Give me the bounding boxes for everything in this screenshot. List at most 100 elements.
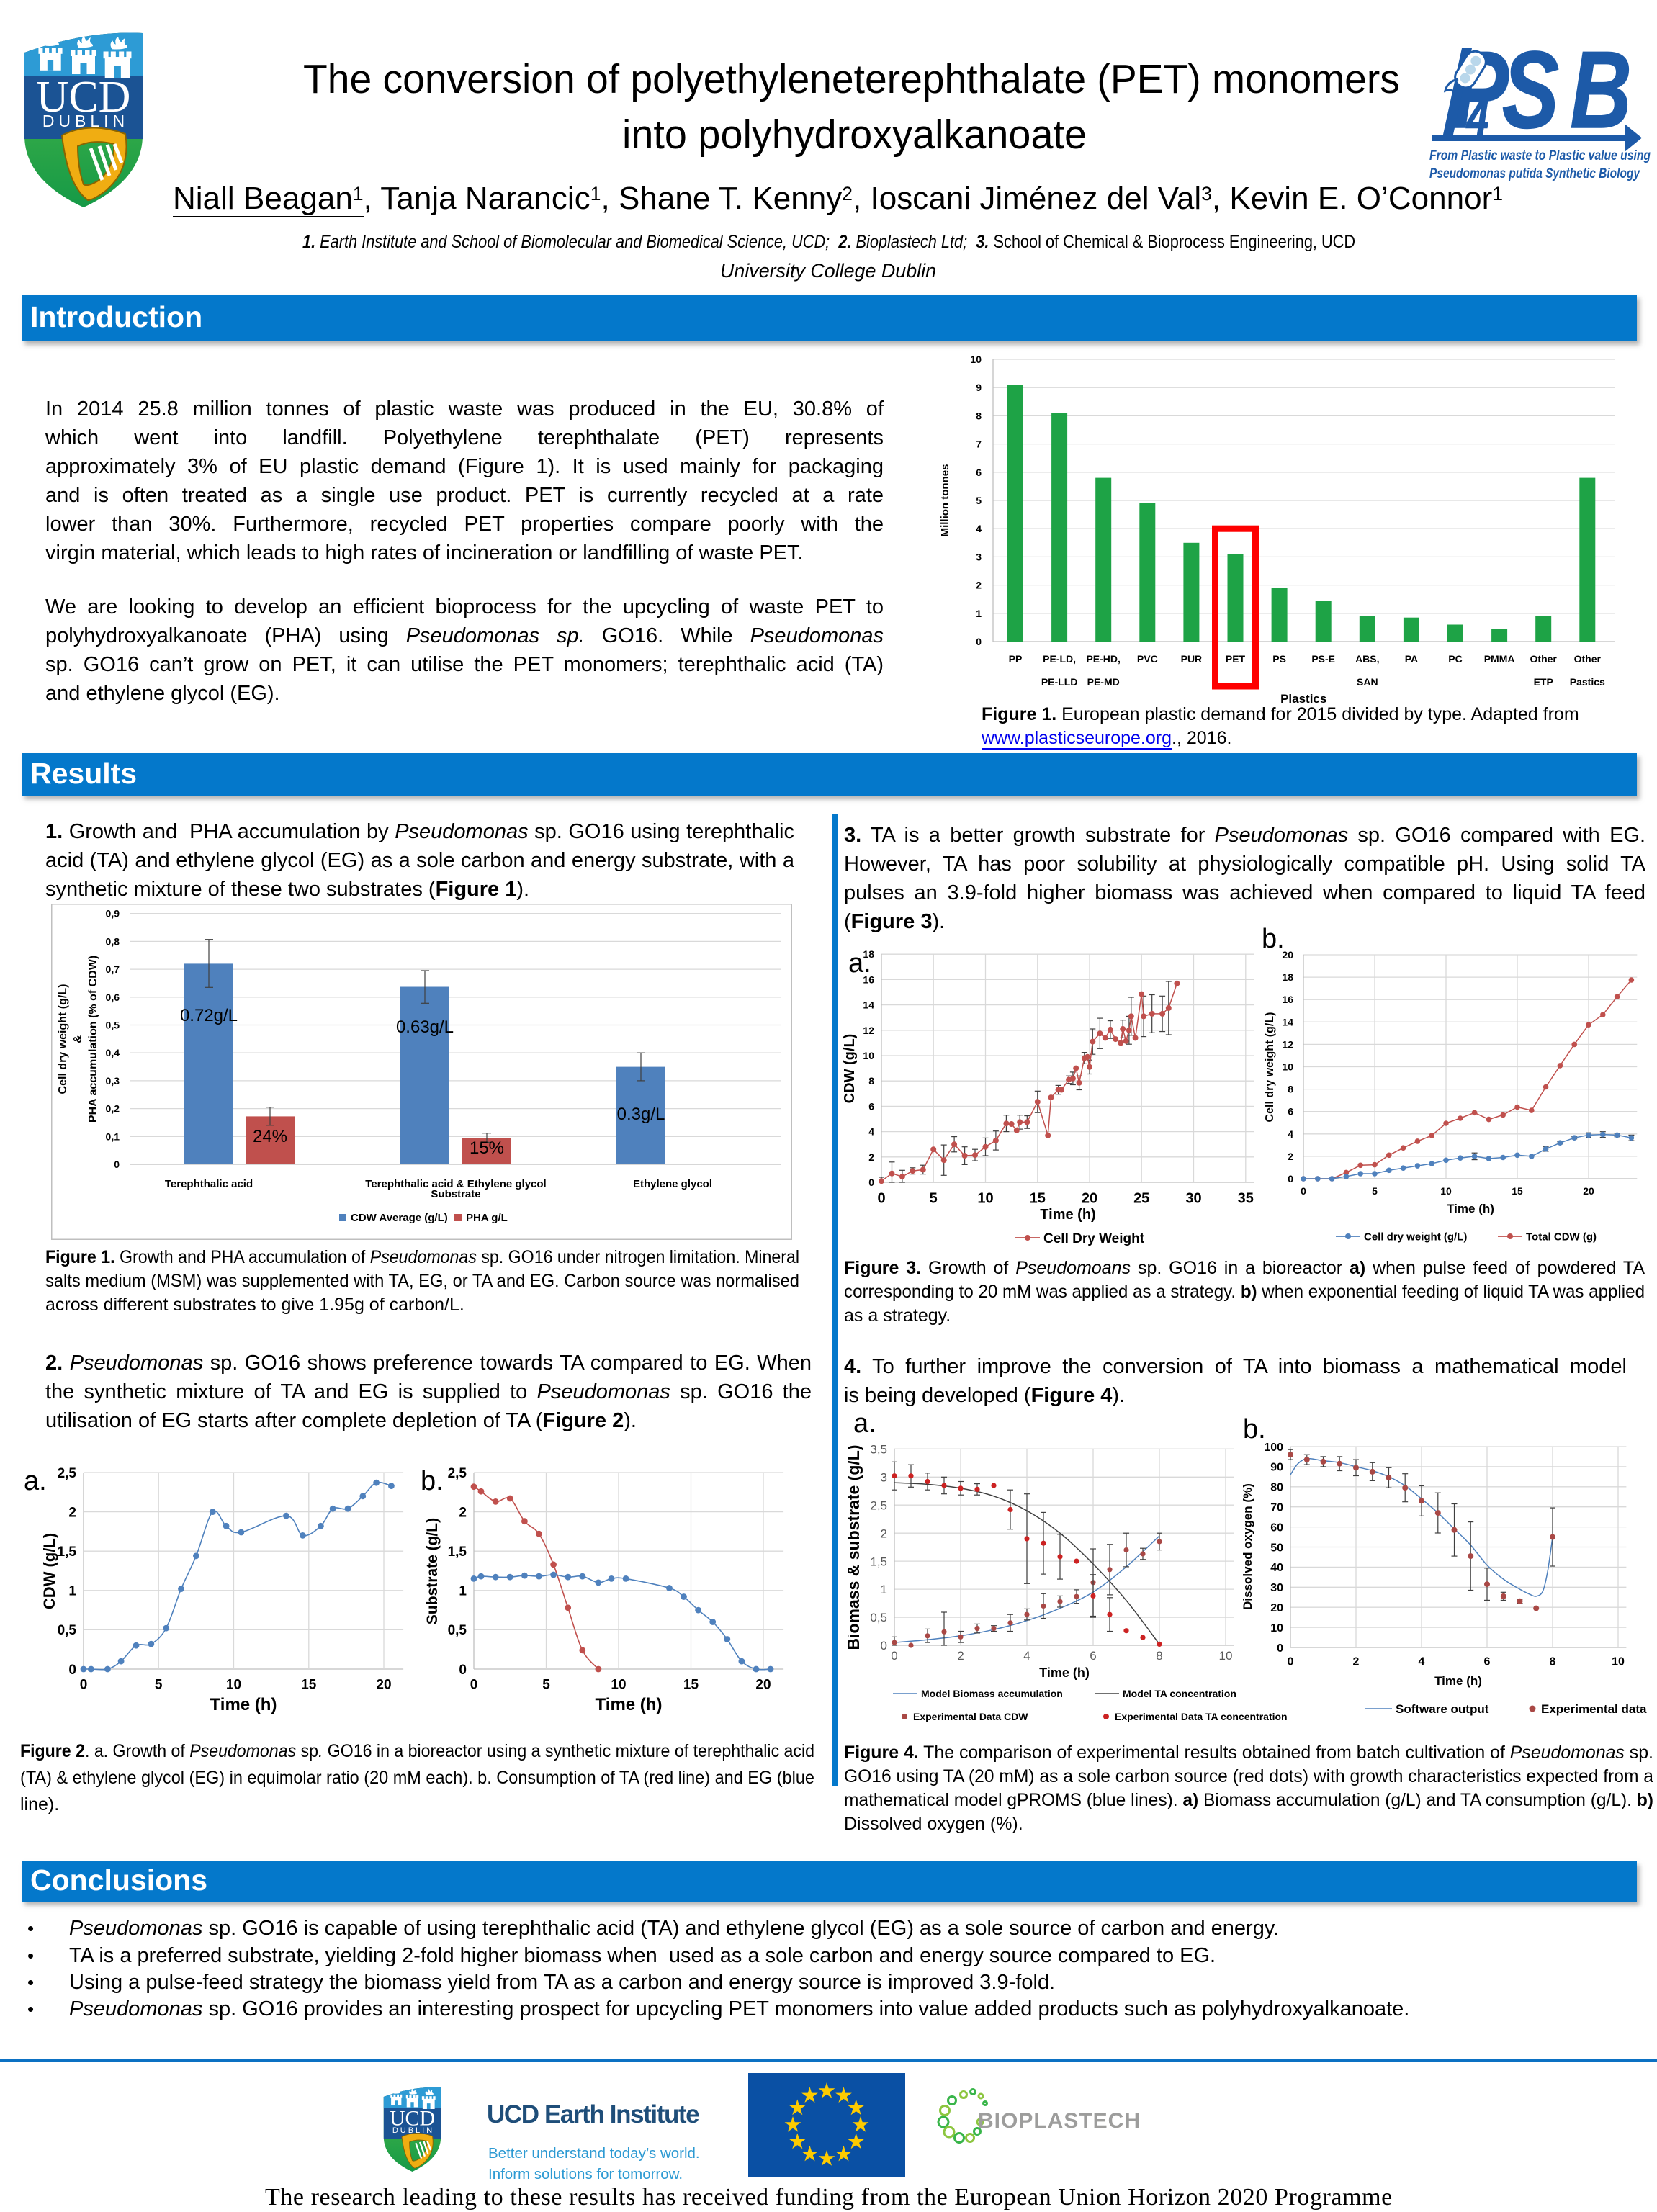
svg-text:CDW Average (g/L): CDW Average (g/L) bbox=[351, 1212, 448, 1224]
svg-text:Cell dry weight (g/L): Cell dry weight (g/L) bbox=[57, 984, 69, 1094]
svg-text:6: 6 bbox=[976, 467, 982, 478]
svg-text:12: 12 bbox=[863, 1025, 874, 1036]
svg-text:35: 35 bbox=[1238, 1190, 1254, 1206]
svg-text:DUBLIN: DUBLIN bbox=[42, 112, 129, 130]
svg-text:Terephthalic acid: Terephthalic acid bbox=[165, 1178, 253, 1190]
svg-text:10: 10 bbox=[1219, 1649, 1233, 1663]
svg-text:10: 10 bbox=[1270, 1622, 1283, 1635]
svg-text:0,1: 0,1 bbox=[106, 1130, 120, 1142]
svg-text:Cell dry weight (g/L): Cell dry weight (g/L) bbox=[1264, 1012, 1276, 1123]
svg-text:0: 0 bbox=[1288, 1173, 1293, 1184]
svg-text:PE-HD,: PE-HD, bbox=[1086, 653, 1120, 665]
svg-text:80: 80 bbox=[1270, 1482, 1283, 1494]
svg-text:4: 4 bbox=[976, 523, 982, 534]
svg-text:2: 2 bbox=[976, 580, 982, 591]
svg-text:Time (h): Time (h) bbox=[1039, 1665, 1090, 1680]
svg-text:60: 60 bbox=[1270, 1521, 1283, 1534]
svg-text:5: 5 bbox=[542, 1678, 550, 1693]
svg-text:0.3g/L: 0.3g/L bbox=[617, 1105, 665, 1124]
svg-text:0: 0 bbox=[976, 636, 982, 647]
svg-text:Million tonnes: Million tonnes bbox=[939, 464, 951, 537]
svg-text:15: 15 bbox=[1030, 1190, 1046, 1206]
svg-text:PHA accumulation (% of CDW): PHA accumulation (% of CDW) bbox=[87, 956, 99, 1123]
svg-text:6: 6 bbox=[1288, 1106, 1293, 1118]
svg-text:2: 2 bbox=[68, 1505, 76, 1520]
svg-text:10: 10 bbox=[611, 1678, 626, 1693]
svg-text:Pseudomonas putida Synthetic B: Pseudomonas putida Synthetic Biology bbox=[1429, 166, 1640, 181]
svg-text:8: 8 bbox=[976, 410, 982, 421]
svg-text:1: 1 bbox=[881, 1583, 887, 1596]
svg-text:1: 1 bbox=[459, 1584, 467, 1599]
svg-text:PS-E: PS-E bbox=[1311, 653, 1335, 665]
svg-text:4: 4 bbox=[1288, 1128, 1293, 1140]
svg-text:Cell Dry Weight: Cell Dry Weight bbox=[1043, 1231, 1145, 1246]
svg-text:PC: PC bbox=[1448, 653, 1462, 665]
svg-text:15: 15 bbox=[1512, 1185, 1523, 1197]
svg-text:Substrate (g/L): Substrate (g/L) bbox=[424, 1518, 441, 1624]
svg-text:15%: 15% bbox=[470, 1138, 504, 1158]
svg-text:PE-MD: PE-MD bbox=[1087, 676, 1120, 688]
svg-text:1,5: 1,5 bbox=[58, 1545, 77, 1560]
svg-text:24%: 24% bbox=[253, 1127, 287, 1146]
svg-text:0: 0 bbox=[891, 1649, 897, 1663]
svg-text:5: 5 bbox=[1372, 1185, 1378, 1197]
svg-text:Terephthalic acid & Ethylene g: Terephthalic acid & Ethylene glycol bbox=[365, 1178, 546, 1190]
svg-text:0: 0 bbox=[1288, 1656, 1294, 1668]
svg-text:1: 1 bbox=[68, 1584, 76, 1599]
svg-text:10: 10 bbox=[970, 354, 982, 365]
svg-text:Time (h): Time (h) bbox=[596, 1695, 663, 1714]
svg-text:0,5: 0,5 bbox=[448, 1623, 467, 1638]
svg-text:20: 20 bbox=[1270, 1602, 1283, 1614]
svg-text:ETP: ETP bbox=[1534, 676, 1553, 688]
svg-text:5: 5 bbox=[930, 1190, 938, 1206]
svg-text:0: 0 bbox=[881, 1639, 887, 1653]
svg-text:9: 9 bbox=[976, 382, 982, 393]
svg-text:3: 3 bbox=[881, 1470, 887, 1484]
svg-text:10: 10 bbox=[226, 1678, 241, 1693]
svg-text:PHA g/L: PHA g/L bbox=[466, 1212, 508, 1224]
svg-text:Substrate: Substrate bbox=[431, 1188, 480, 1200]
svg-text:30: 30 bbox=[1185, 1190, 1201, 1206]
svg-text:0: 0 bbox=[80, 1678, 88, 1693]
svg-text:70: 70 bbox=[1270, 1502, 1283, 1514]
svg-text:0,5: 0,5 bbox=[870, 1611, 887, 1624]
svg-text:1,5: 1,5 bbox=[870, 1555, 887, 1568]
svg-text:Pastics: Pastics bbox=[1570, 676, 1605, 688]
svg-text:18: 18 bbox=[1282, 971, 1293, 983]
svg-text:Time (h): Time (h) bbox=[210, 1695, 277, 1714]
svg-text:0,6: 0,6 bbox=[106, 992, 120, 1003]
svg-text:10: 10 bbox=[863, 1050, 874, 1061]
svg-text:2: 2 bbox=[881, 1527, 887, 1540]
svg-text:0,7: 0,7 bbox=[106, 963, 120, 975]
svg-text:0: 0 bbox=[877, 1190, 885, 1206]
svg-text:0,9: 0,9 bbox=[106, 908, 120, 920]
svg-text:Other: Other bbox=[1574, 653, 1602, 665]
svg-text:20: 20 bbox=[755, 1678, 771, 1693]
svg-text:4: 4 bbox=[1023, 1649, 1030, 1663]
svg-text:0,5: 0,5 bbox=[106, 1020, 120, 1031]
svg-text:0,8: 0,8 bbox=[106, 935, 120, 947]
svg-text:PUR: PUR bbox=[1181, 653, 1203, 665]
svg-text:0,3: 0,3 bbox=[106, 1075, 120, 1087]
svg-text:4: 4 bbox=[1419, 1656, 1425, 1668]
svg-text:2: 2 bbox=[459, 1505, 467, 1520]
svg-text:20: 20 bbox=[1583, 1185, 1594, 1197]
svg-text:CDW (g/L): CDW (g/L) bbox=[40, 1533, 58, 1609]
svg-text:Software output: Software output bbox=[1396, 1702, 1489, 1716]
svg-text:50: 50 bbox=[1270, 1542, 1283, 1554]
svg-text:0: 0 bbox=[868, 1177, 874, 1188]
svg-text:20: 20 bbox=[376, 1678, 391, 1693]
svg-text:16: 16 bbox=[1282, 994, 1293, 1005]
svg-text:0: 0 bbox=[459, 1663, 467, 1678]
svg-text:3,5: 3,5 bbox=[870, 1443, 887, 1457]
svg-text:CDW (g/L): CDW (g/L) bbox=[843, 1034, 858, 1104]
svg-text:5: 5 bbox=[155, 1678, 163, 1693]
svg-text:14: 14 bbox=[863, 999, 874, 1011]
svg-text:Experimental Data CDW: Experimental Data CDW bbox=[913, 1711, 1028, 1722]
svg-text:6: 6 bbox=[1484, 1656, 1491, 1668]
svg-text:1,5: 1,5 bbox=[448, 1545, 467, 1560]
svg-text:BIOPLASTECH: BIOPLASTECH bbox=[978, 2109, 1141, 2133]
svg-text:16: 16 bbox=[863, 974, 874, 985]
svg-text:2: 2 bbox=[868, 1151, 874, 1163]
svg-text:0: 0 bbox=[470, 1678, 478, 1693]
